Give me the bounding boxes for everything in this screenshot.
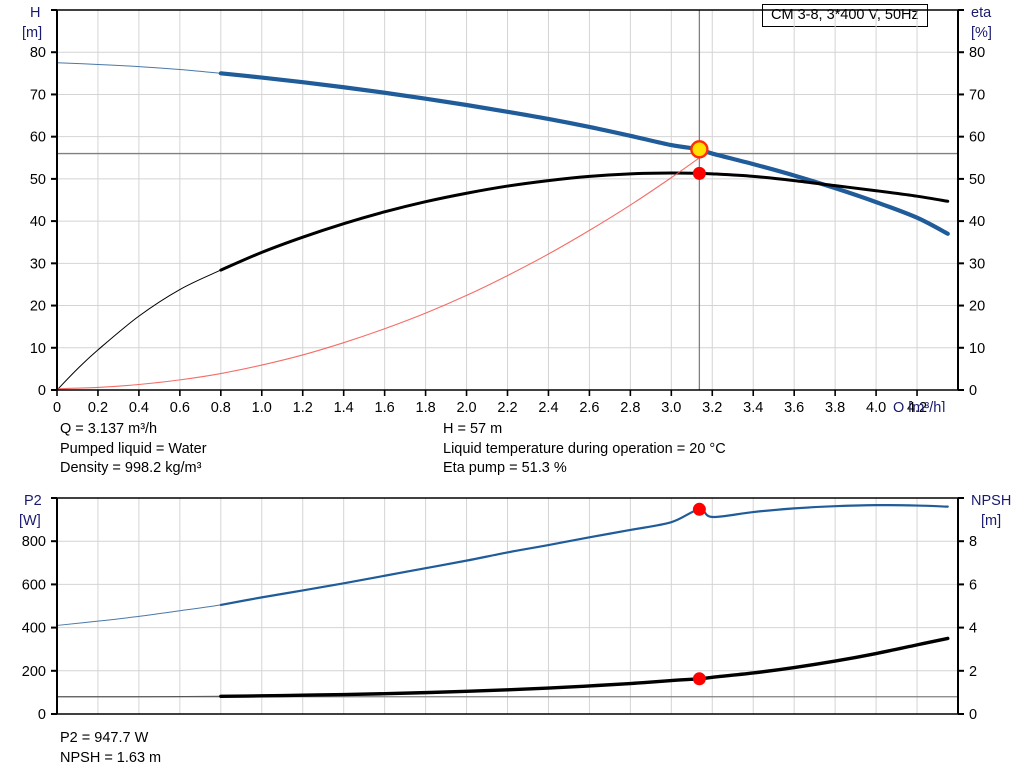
tick-label-p2: 800 — [22, 534, 46, 550]
curve-1-thin — [56, 637, 948, 698]
curve-0-thin — [56, 504, 948, 626]
axis-title-flow: Q [m³/h] — [893, 400, 945, 412]
info-density: Density = 998.2 kg/m³ — [60, 460, 202, 476]
curve-0-thin — [56, 62, 948, 235]
duty-point-eta-marker — [692, 166, 706, 180]
axis-unit-p2: [W] — [19, 513, 41, 529]
top-axis-titles: H [m] eta [%] Q [m³/h] — [22, 5, 992, 412]
tick-label-npsh: 0 — [969, 707, 977, 723]
tick-label-flow: 2.4 — [538, 400, 558, 412]
tick-label-eta: 30 — [969, 256, 985, 272]
tick-label-eta: 70 — [969, 87, 985, 103]
top-ticks: 0 10 20 30 40 50 60 70 80 0 10 20 30 40 50 60 70 80 0 0.2 0.… — [30, 9, 985, 412]
tick-label-npsh: 6 — [969, 577, 977, 593]
axis-unit-eta: [%] — [971, 25, 992, 41]
tick-label-flow: 0.8 — [211, 400, 231, 412]
curve-0-thick — [219, 504, 949, 607]
tick-label-eta: 60 — [969, 130, 985, 146]
tick-label-flow: 1.0 — [252, 400, 272, 412]
tick-label-flow: 1.4 — [334, 400, 354, 412]
tick-label-head: 30 — [30, 256, 46, 272]
tick-label-npsh: 4 — [969, 621, 977, 637]
tick-label-flow: 3.2 — [702, 400, 722, 412]
tick-label-head: 50 — [30, 172, 46, 188]
legend-model-text: CM 3-8, 3*400 V, 50Hz — [771, 7, 919, 23]
tick-label-npsh: 2 — [969, 664, 977, 680]
top-duty-markers — [690, 140, 709, 180]
tick-label-head: 40 — [30, 214, 46, 230]
info-eta-pump: Eta pump = 51.3 % — [443, 460, 567, 476]
bottom-gridlines — [57, 497, 958, 714]
tick-label-flow: 1.6 — [375, 400, 395, 412]
tick-label-flow: 3.0 — [661, 400, 681, 412]
tick-label-flow: 3.8 — [825, 400, 845, 412]
tick-label-eta: 80 — [969, 45, 985, 61]
tick-label-head: 20 — [30, 299, 46, 315]
tick-label-flow: 3.4 — [743, 400, 763, 412]
top-gridlines — [57, 9, 958, 390]
duty-point-p2-marker — [692, 502, 706, 516]
tick-label-eta: 40 — [969, 214, 985, 230]
power-npsh-chart: 0 200 400 600 800 0 2 4 6 8 P2 [W] NPSH [m] — [19, 493, 1011, 723]
tick-label-flow: 2.0 — [456, 400, 476, 412]
tick-label-head: 80 — [30, 45, 46, 61]
tick-label-flow: 0 — [53, 400, 61, 412]
tick-label-flow: 1.8 — [416, 400, 436, 412]
duty-point-npsh-marker — [692, 672, 706, 686]
bottom-ticks: 0 200 400 600 800 0 2 4 6 8 — [22, 497, 977, 723]
tick-label-flow: 2.2 — [497, 400, 517, 412]
tick-label-flow: 4.2 — [907, 400, 927, 412]
curve-2-thin — [56, 157, 700, 390]
tick-label-flow: 0.4 — [129, 400, 149, 412]
axis-unit-head: [m] — [22, 25, 42, 41]
info-p2: P2 = 947.7 W — [60, 730, 149, 746]
info-flow: Q = 3.137 m³/h — [60, 421, 158, 437]
duty-point-head-marker — [690, 140, 709, 159]
info-top-col1: Q = 3.137 m³/h Pumped liquid = Water Den… — [60, 420, 207, 479]
tick-label-flow: 0.2 — [88, 400, 108, 412]
curve-0-thick — [218, 71, 950, 236]
axis-title-eta: eta — [971, 5, 992, 21]
top-reference-lines — [57, 10, 958, 390]
tick-label-flow: 2.6 — [579, 400, 599, 412]
bottom-duty-markers — [692, 502, 706, 686]
bottom-axes — [56, 497, 959, 715]
top-series — [56, 62, 950, 391]
tick-label-head: 0 — [38, 383, 46, 399]
head-efficiency-chart: 0 10 20 30 40 50 60 70 80 0 10 20 30 40 50 60 70 80 0 0.2 0.… — [22, 5, 992, 412]
info-bottom-col1: P2 = 947.7 W NPSH = 1.63 m — [60, 729, 161, 768]
info-liquid-temperature: Liquid temperature during operation = 20… — [443, 440, 726, 457]
axis-unit-npsh: [m] — [981, 513, 1001, 529]
tick-label-p2: 200 — [22, 664, 46, 680]
tick-label-flow: 3.6 — [784, 400, 804, 412]
bottom-series — [56, 504, 950, 698]
curve-1-thick — [219, 636, 950, 698]
tick-label-flow: 1.2 — [293, 400, 313, 412]
tick-label-head: 10 — [30, 341, 46, 357]
info-head: H = 57 m — [443, 421, 503, 437]
tick-label-p2: 0 — [38, 707, 46, 723]
tick-label-eta: 20 — [969, 299, 985, 315]
tick-label-flow: 0.6 — [170, 400, 190, 412]
info-npsh: NPSH = 1.63 m — [60, 749, 162, 766]
tick-label-flow: 2.8 — [620, 400, 640, 412]
tick-label-head: 70 — [30, 87, 46, 103]
tick-label-p2: 400 — [22, 621, 46, 637]
tick-label-npsh: 8 — [969, 534, 977, 550]
axis-title-npsh: NPSH — [971, 493, 1011, 509]
axis-title-head: H — [30, 5, 40, 21]
axis-title-p2: P2 — [24, 493, 42, 509]
curve-1-thin — [56, 172, 948, 391]
info-pumped-liquid: Pumped liquid = Water — [60, 440, 207, 457]
tick-label-p2: 600 — [22, 577, 46, 593]
tick-label-flow: 4.0 — [866, 400, 886, 412]
tick-label-eta: 0 — [969, 383, 977, 399]
tick-label-eta: 50 — [969, 172, 985, 188]
info-top-col2: H = 57 m Liquid temperature during opera… — [443, 420, 726, 479]
tick-label-eta: 10 — [969, 341, 985, 357]
bottom-axis-titles: P2 [W] NPSH [m] — [19, 493, 1011, 529]
tick-label-head: 60 — [30, 130, 46, 146]
curve-1-thick — [219, 171, 950, 272]
